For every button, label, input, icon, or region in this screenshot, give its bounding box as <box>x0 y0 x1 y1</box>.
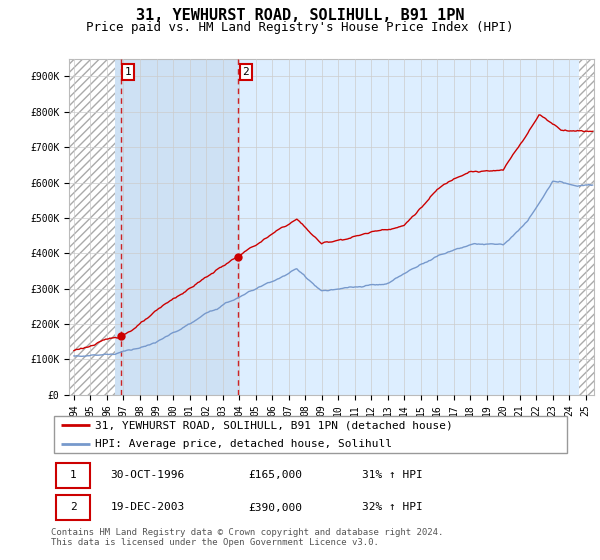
Bar <box>69 59 115 395</box>
Bar <box>579 59 594 395</box>
FancyBboxPatch shape <box>53 416 568 453</box>
Text: 2: 2 <box>242 67 249 77</box>
Bar <box>115 59 239 395</box>
Text: Price paid vs. HM Land Registry's House Price Index (HPI): Price paid vs. HM Land Registry's House … <box>86 21 514 34</box>
Text: 30-OCT-1996: 30-OCT-1996 <box>110 470 185 480</box>
Text: 31% ↑ HPI: 31% ↑ HPI <box>362 470 423 480</box>
Text: HPI: Average price, detached house, Solihull: HPI: Average price, detached house, Soli… <box>95 439 392 449</box>
Text: 1: 1 <box>125 67 131 77</box>
FancyBboxPatch shape <box>56 463 90 488</box>
Text: 31, YEWHURST ROAD, SOLIHULL, B91 1PN: 31, YEWHURST ROAD, SOLIHULL, B91 1PN <box>136 8 464 24</box>
Text: £165,000: £165,000 <box>248 470 302 480</box>
Text: Contains HM Land Registry data © Crown copyright and database right 2024.
This d: Contains HM Land Registry data © Crown c… <box>51 528 443 547</box>
Text: 32% ↑ HPI: 32% ↑ HPI <box>362 502 423 512</box>
Text: 2: 2 <box>70 502 76 512</box>
Text: 1: 1 <box>70 470 76 480</box>
Text: £390,000: £390,000 <box>248 502 302 512</box>
FancyBboxPatch shape <box>56 495 90 520</box>
Text: 19-DEC-2003: 19-DEC-2003 <box>110 502 185 512</box>
Text: 31, YEWHURST ROAD, SOLIHULL, B91 1PN (detached house): 31, YEWHURST ROAD, SOLIHULL, B91 1PN (de… <box>95 421 453 430</box>
